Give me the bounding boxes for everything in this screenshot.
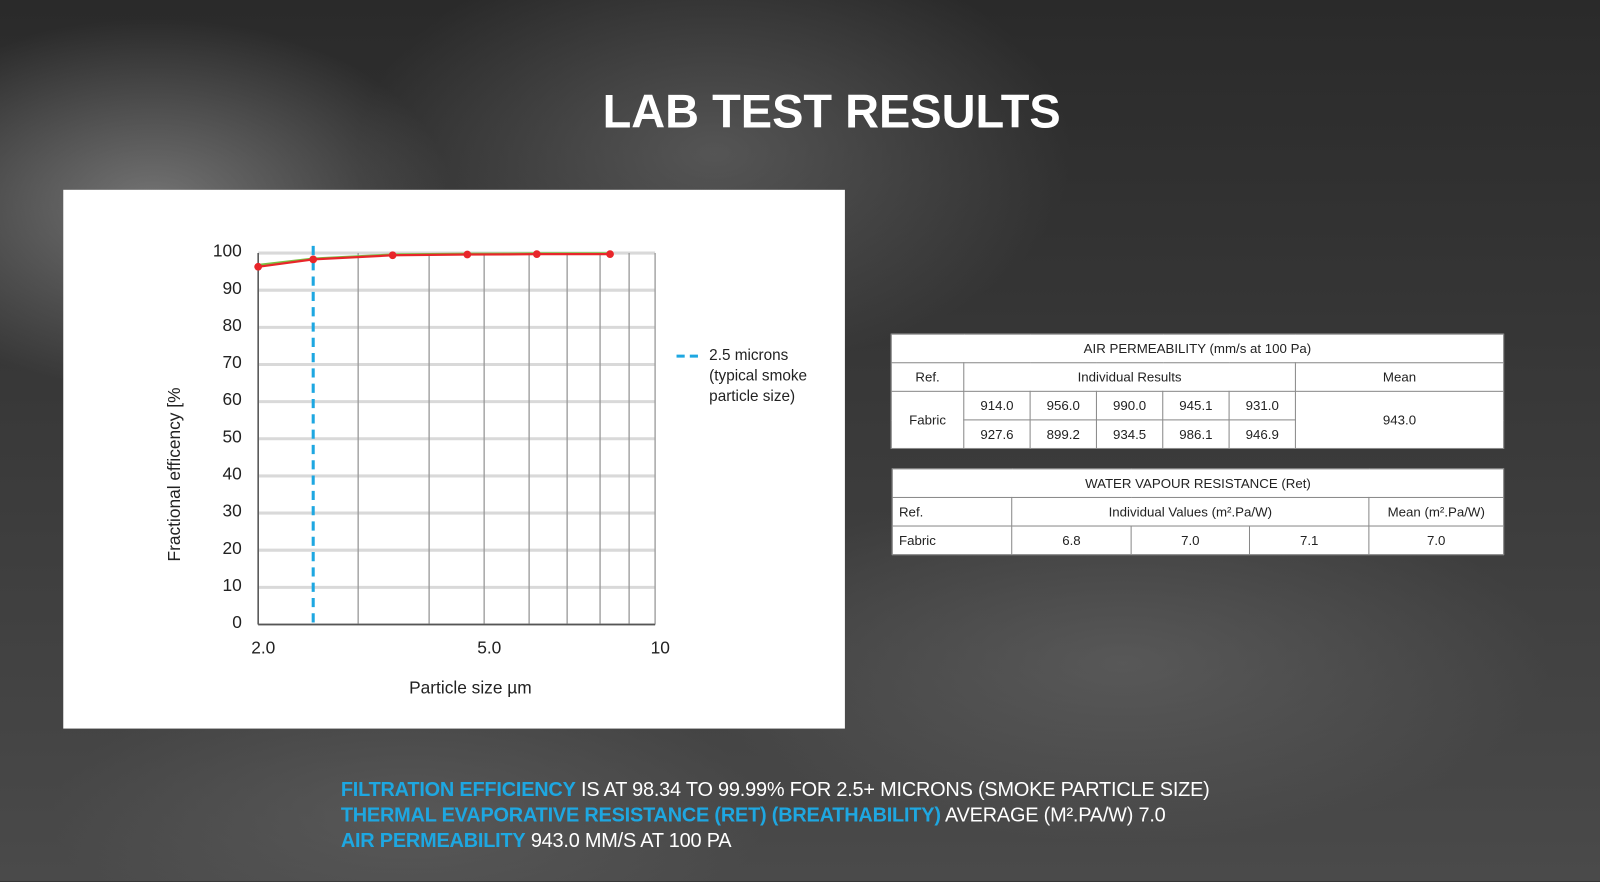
table-title: WATER VAPOUR RESISTANCE (Ret) [891,468,1505,498]
table-cell: Fabric [890,390,965,449]
legend-label: 2.5 microns (typical smoke particle size… [709,346,808,406]
y-tick-label: 90 [223,278,242,298]
table-cell: 934.5 [1095,419,1164,449]
slide-title: LAB TEST RESULTS [602,84,1061,138]
table-cell: 927.6 [963,419,1031,449]
y-tick-label: 30 [223,501,242,521]
summary: FILTRATION EFFICIENCY IS AT 98.34 TO 99.… [341,778,1210,855]
summary-text: IS AT 98.34 TO 99.99% FOR 2.5+ MICRONS (… [580,778,1210,802]
table-cell: Fabric [891,525,1013,556]
data-point [463,250,472,259]
table-title: AIR PERMEABILITY (mm/s at 100 Pa) [890,333,1505,364]
table-cell: 914.0 [963,390,1031,421]
summary-label: FILTRATION EFFICIENCY [340,778,576,802]
y-axis-label: Fractional efficency [% [164,387,184,561]
table-header: Individual Results [963,362,1296,392]
table-cell: 6.8 [1011,525,1132,556]
table-cell: 945.1 [1162,390,1230,421]
table-cell: 899.2 [1029,419,1097,449]
y-tick-label: 40 [223,463,242,483]
table-cell: 946.9 [1228,419,1296,449]
summary-label: AIR PERMEABILITY [340,829,526,853]
y-tick-label: 10 [223,575,242,595]
table-cell: 956.0 [1029,390,1097,421]
table-cell: 986.1 [1162,419,1230,449]
data-point [388,251,397,260]
data-point [532,250,541,259]
data-point [606,250,614,259]
table-header: Ref. [890,362,965,392]
summary-line: THERMAL EVAPORATIVE RESISTANCE (RET) (BR… [341,803,1210,829]
summary-line: AIR PERMEABILITY 943.0 MM/S AT 100 PA [341,829,1210,855]
y-tick-label: 100 [213,241,242,261]
table-cell: 990.0 [1095,390,1164,421]
x-axis-label: Particle size µm [409,677,532,697]
table-cell: 931.0 [1228,390,1296,421]
summary-label: THERMAL EVAPORATIVE RESISTANCE (RET) (BR… [340,804,941,827]
data-point [309,255,318,264]
y-tick-label: 70 [223,352,242,372]
y-tick-label: 80 [223,315,242,335]
summary-line: FILTRATION EFFICIENCY IS AT 98.34 TO 99.… [341,778,1210,804]
table-cell: 7.0 [1130,525,1251,556]
table-cell: 943.0 [1294,390,1505,449]
air-permeability-table: AIR PERMEABILITY (mm/s at 100 Pa) Ref. I… [890,333,1505,449]
table-cell: 7.1 [1248,525,1370,556]
table-header: Individual Values (m².Pa/W) [1011,496,1370,527]
water-vapour-table: WATER VAPOUR RESISTANCE (Ret) Ref. Indiv… [891,468,1505,556]
y-tick-label: 20 [223,538,242,558]
x-tick-label: 2.0 [251,638,275,658]
series-line [258,253,611,268]
x-tick-label: 5.0 [477,638,501,658]
data-point [254,262,263,271]
table-cell: 7.0 [1368,525,1505,556]
y-tick-label: 0 [232,612,242,632]
chart-background [63,189,845,729]
y-tick-label: 50 [223,426,242,446]
x-tick-label: 10 [651,638,670,658]
summary-text: AVERAGE (M².PA/W) 7.0 [945,804,1166,827]
table-header: Mean (m².Pa/W) [1368,496,1505,527]
table-header: Ref. [891,496,1013,527]
y-tick-label: 60 [223,389,242,409]
summary-text: 943.0 MM/S AT 100 PA [530,829,732,853]
table-header: Mean [1294,362,1505,392]
